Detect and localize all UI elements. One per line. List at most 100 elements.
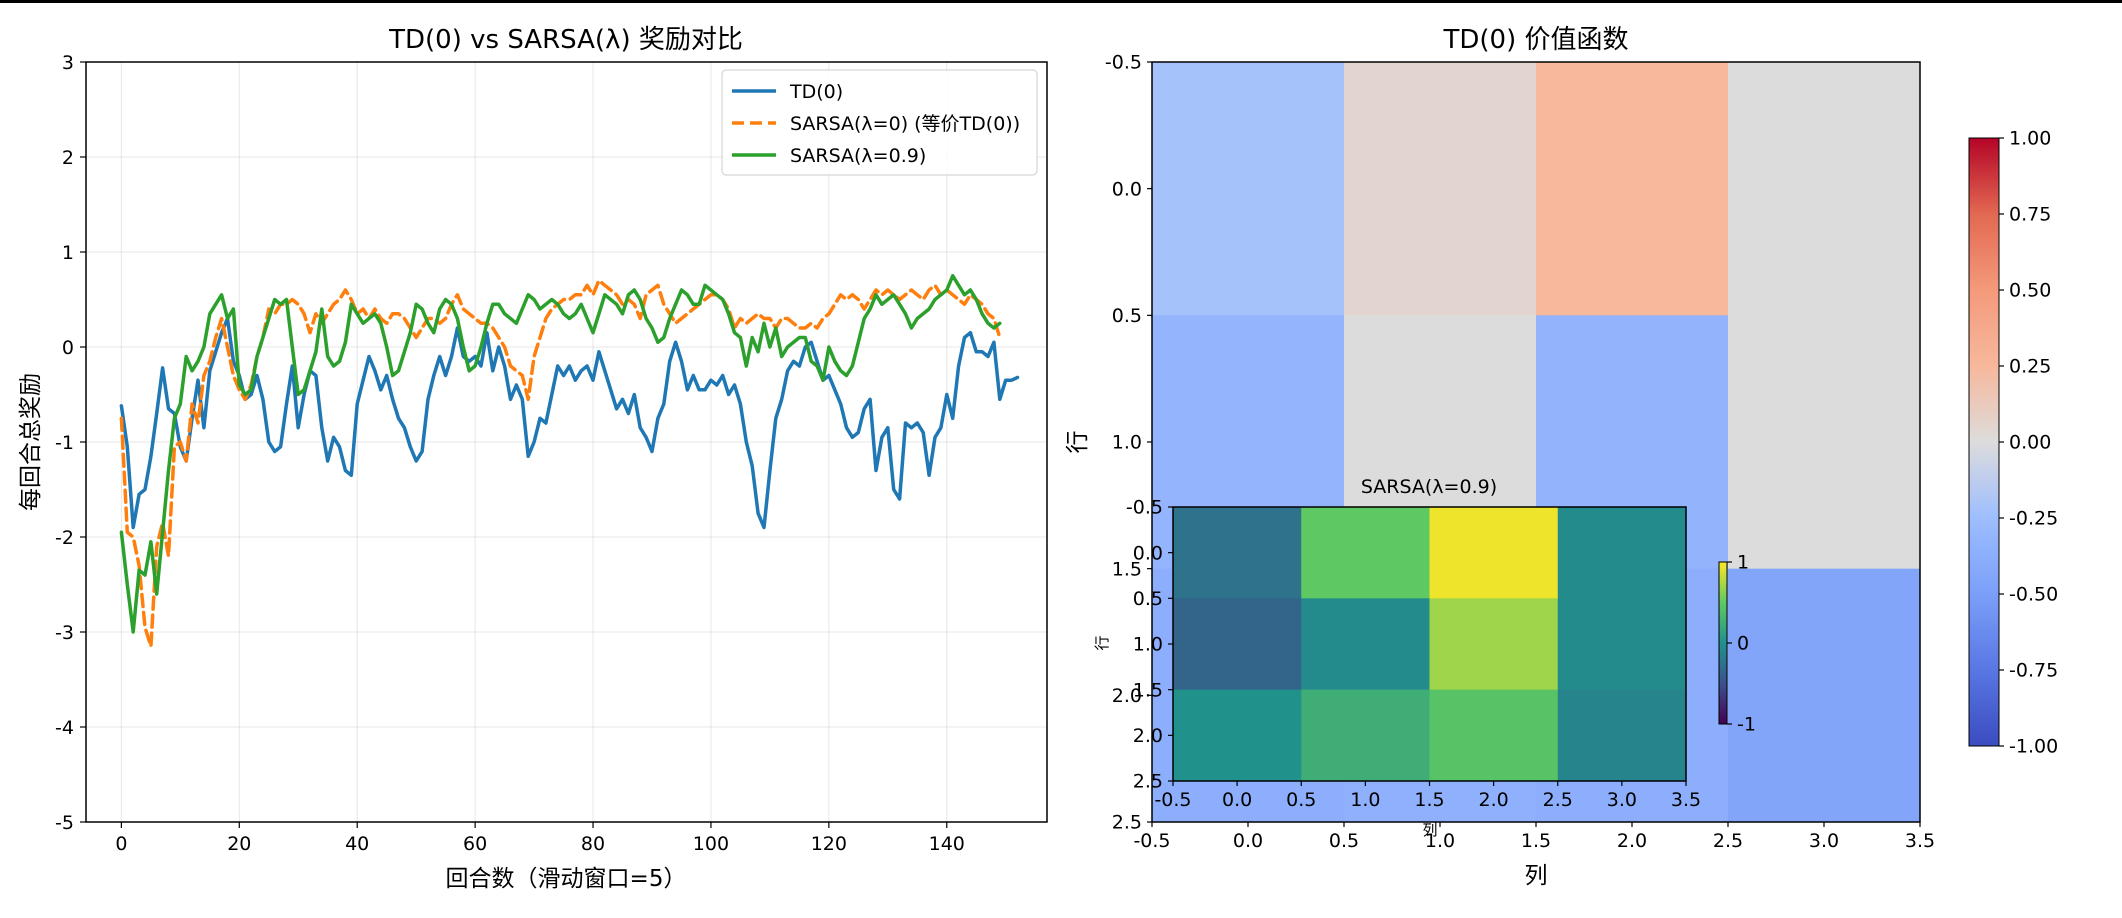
heatmap-cell — [1429, 598, 1559, 691]
legend-label-td0: TD(0) — [789, 81, 843, 103]
heatmap-cell — [1173, 598, 1302, 691]
x-tick-label: 2.5 — [1543, 789, 1573, 811]
x-tick-label: 3.0 — [1607, 789, 1637, 811]
y-tick-label: 2.5 — [1112, 812, 1142, 834]
y-tick-label: 1.0 — [1112, 432, 1142, 454]
series-lines — [119, 274, 1020, 649]
y-tick-label: 2.5 — [1133, 771, 1163, 793]
legend-label-sarsa09: SARSA(λ=0.9) — [790, 145, 926, 167]
y-axis-label: 行 — [1093, 635, 1111, 650]
x-tick-label: 1.5 — [1521, 830, 1551, 852]
y-tick-labels: 3 2 1 0 -1 -2 -3 -4 -5 — [55, 52, 86, 834]
chart-title: TD(0) 价值函数 — [1443, 25, 1629, 55]
heatmap-cell — [1301, 598, 1430, 691]
x-tick-label: 20 — [227, 833, 251, 855]
legend-label-sarsa0: SARSA(λ=0) (等价TD(0)) — [790, 113, 1020, 135]
x-tick-label: 3.0 — [1809, 830, 1839, 852]
y-tick-label: -0.5 — [1105, 52, 1142, 74]
x-tick-label: 0.5 — [1286, 789, 1316, 811]
x-tick-label: 2.0 — [1479, 789, 1509, 811]
heatmap-cell — [1173, 689, 1302, 782]
colorbar-tick-label: 0.50 — [2009, 280, 2051, 302]
x-tick-label: 3.5 — [1671, 789, 1701, 811]
heatmap-cell — [1536, 62, 1729, 316]
x-tick-labels: 0 20 40 60 80 100 120 140 — [115, 822, 965, 855]
x-tick-label: 60 — [463, 833, 487, 855]
y-tick-label: 0 — [62, 337, 74, 359]
x-tick-label: 140 — [929, 833, 965, 855]
legend: TD(0) SARSA(λ=0) (等价TD(0)) SARSA(λ=0.9) — [721, 69, 1038, 176]
y-tick-label: 0.0 — [1112, 178, 1142, 200]
x-tick-label: 1.5 — [1414, 789, 1444, 811]
y-tick-label: 2.0 — [1112, 685, 1142, 707]
x-tick-labels: -0.5 0.0 0.5 1.0 1.5 2.0 2.5 3.0 3.5 — [1154, 781, 1701, 811]
colorbar-tick-labels: 1.00 0.75 0.50 0.25 0.00 -0.25 -0.50 -0.75 -1.00 — [1999, 128, 2058, 758]
colorbar-tick-label: -1.00 — [2009, 736, 2058, 758]
y-tick-label: -4 — [55, 717, 74, 739]
heatmap-cell — [1152, 62, 1345, 316]
series-line-2 — [119, 274, 1002, 634]
x-tick-labels: -0.5 0.0 0.5 1.0 1.5 2.0 2.5 3.0 3.5 — [1133, 822, 1935, 852]
x-axis-label: 列 — [1422, 821, 1437, 839]
heatmap-cell — [1344, 62, 1537, 316]
colorbar-tick-label: -0.25 — [2009, 508, 2058, 530]
y-tick-label: 1.5 — [1112, 558, 1142, 580]
y-tick-label: -2 — [55, 527, 74, 549]
y-tick-label: 0.5 — [1112, 305, 1142, 327]
colorbar-tick-label: -1 — [1737, 714, 1756, 736]
y-tick-label: 0.5 — [1133, 588, 1163, 610]
y-axis-label: 每回合总奖励 — [18, 373, 44, 511]
x-tick-label: 2.0 — [1617, 830, 1647, 852]
y-tick-label: 2 — [62, 147, 74, 169]
colorbar-tick-label: 0.75 — [2009, 204, 2051, 226]
y-tick-label: -0.5 — [1126, 497, 1163, 519]
legend-box — [721, 69, 1038, 176]
colorbar-gradient — [1718, 561, 1728, 725]
y-tick-label: 3 — [62, 52, 74, 74]
colorbar-tick-label: 1 — [1737, 552, 1749, 574]
reward-line-chart: 0 20 40 60 80 100 120 140 3 2 1 0 -1 -2 -3 -4 -5 TD(0) … — [18, 25, 1048, 892]
heatmap-cell — [1728, 315, 1921, 570]
x-tick-label: 1.0 — [1350, 789, 1380, 811]
x-tick-label: 1.0 — [1425, 830, 1455, 852]
heatmap-cell — [1728, 62, 1921, 316]
x-tick-label: 0.0 — [1233, 830, 1263, 852]
colorbar-tick-label: -0.50 — [2009, 584, 2058, 606]
series-line-1 — [119, 278, 1002, 649]
y-tick-labels: -0.5 0.0 0.5 1.0 1.5 2.0 2.5 — [1126, 497, 1173, 793]
x-tick-label: 3.5 — [1905, 830, 1935, 852]
y-tick-label: 0.0 — [1133, 542, 1163, 564]
x-tick-label: 100 — [693, 833, 729, 855]
colorbar-tick-label: -0.75 — [2009, 660, 2058, 682]
colorbar-tick-labels: 1 0 -1 — [1727, 552, 1756, 736]
heatmap-cell — [1429, 507, 1559, 599]
x-axis-label: 列 — [1525, 863, 1548, 889]
top-border — [0, 0, 2122, 3]
sarsa-value-heatmap: -0.5 0.0 0.5 1.0 1.5 2.0 2.5 3.0 3.5 -0.50.00.51… — [1093, 476, 1756, 839]
y-tick-label: 2.0 — [1133, 725, 1163, 747]
x-tick-label: 0.5 — [1329, 830, 1359, 852]
colorbar: 1.00 0.75 0.50 0.25 0.00 -0.25 -0.50 -0.75 -1.00 — [1968, 128, 2058, 758]
x-tick-label: -0.5 — [1154, 789, 1191, 811]
heatmap-cell — [1557, 507, 1687, 599]
y-tick-label: 1 — [62, 242, 74, 264]
colorbar: 1 0 -1 — [1718, 552, 1756, 736]
heatmap-cell — [1728, 568, 1921, 823]
y-axis-label: 行 — [1065, 431, 1091, 454]
colorbar-gradient — [1968, 137, 2000, 747]
colorbar-tick-label: 0.25 — [2009, 356, 2051, 378]
x-tick-label: 80 — [581, 833, 605, 855]
heatmap-cell — [1429, 689, 1559, 782]
y-tick-label: -1 — [55, 432, 74, 454]
heatmap-cells — [1172, 506, 1687, 782]
y-tick-label: 1.0 — [1133, 634, 1163, 656]
colorbar-tick-label: 1.00 — [2009, 128, 2051, 150]
y-tick-labels: -0.5 0.0 0.5 1.0 1.5 2.0 2.5 — [1105, 52, 1152, 834]
y-tick-label: -3 — [55, 622, 74, 644]
colorbar-tick-label: 0 — [1737, 633, 1749, 655]
heatmap-cell — [1557, 689, 1687, 782]
heatmap-cell — [1301, 689, 1430, 782]
heatmap-cell — [1557, 598, 1687, 691]
chart-title: TD(0) vs SARSA(λ) 奖励对比 — [388, 25, 743, 55]
series-line-0 — [119, 316, 1020, 530]
